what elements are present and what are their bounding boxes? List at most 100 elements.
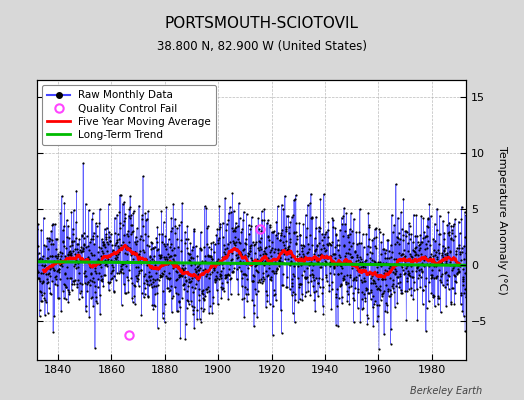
Point	[44, 278, 52, 285]
Point	[149, 279, 157, 285]
Point	[236, 258, 244, 265]
Point	[115, 248, 123, 255]
Point	[246, 243, 254, 250]
Point	[422, 328, 430, 334]
Point	[59, 287, 67, 294]
Point	[224, 216, 233, 223]
Point	[437, 279, 445, 286]
Point	[400, 253, 409, 260]
Point	[456, 251, 464, 257]
Point	[399, 232, 407, 238]
Point	[439, 256, 447, 263]
Point	[431, 303, 439, 310]
Point	[359, 305, 367, 312]
Point	[423, 222, 431, 229]
Point	[323, 226, 332, 233]
Point	[241, 270, 249, 277]
Point	[323, 278, 331, 284]
Point	[184, 282, 192, 289]
Point	[339, 232, 347, 239]
Point	[399, 237, 407, 243]
Point	[172, 263, 181, 269]
Point	[338, 300, 346, 307]
Point	[213, 269, 221, 275]
Point	[269, 268, 278, 274]
Point	[199, 291, 207, 297]
Point	[189, 289, 197, 295]
Point	[134, 264, 142, 270]
Point	[263, 220, 271, 226]
Point	[68, 281, 77, 287]
Point	[395, 284, 403, 291]
Point	[75, 270, 83, 276]
Point	[36, 313, 44, 320]
Point	[132, 264, 140, 270]
Point	[317, 264, 325, 270]
Point	[253, 279, 261, 286]
Point	[346, 231, 354, 238]
Point	[457, 257, 465, 264]
Point	[196, 229, 205, 235]
Point	[58, 263, 66, 269]
Point	[459, 274, 467, 280]
Point	[294, 258, 303, 264]
Point	[209, 260, 217, 266]
Point	[396, 271, 405, 277]
Point	[447, 230, 456, 236]
Point	[360, 274, 368, 281]
Point	[421, 254, 430, 260]
Point	[201, 293, 210, 299]
Point	[114, 245, 123, 251]
Point	[223, 245, 232, 251]
Point	[52, 255, 61, 262]
Point	[166, 244, 174, 250]
Point	[388, 283, 397, 290]
Point	[402, 265, 410, 271]
Point	[227, 256, 235, 263]
Point	[373, 318, 381, 325]
Point	[203, 224, 212, 231]
Point	[335, 282, 344, 289]
Point	[133, 238, 141, 244]
Point	[230, 226, 238, 233]
Point	[401, 288, 410, 294]
Point	[45, 235, 53, 241]
Point	[82, 273, 91, 280]
Point	[245, 250, 254, 257]
Point	[442, 268, 451, 275]
Point	[101, 226, 109, 232]
Point	[302, 274, 310, 281]
Point	[402, 278, 411, 284]
Point	[80, 235, 88, 242]
Point	[210, 265, 219, 272]
Point	[66, 250, 74, 257]
Point	[452, 279, 460, 286]
Point	[46, 272, 54, 279]
Point	[367, 257, 376, 263]
Point	[252, 239, 260, 245]
Point	[115, 220, 124, 226]
Point	[365, 224, 374, 230]
Point	[290, 263, 299, 270]
Point	[419, 286, 427, 293]
Point	[347, 210, 355, 217]
Point	[136, 232, 145, 239]
Point	[281, 256, 289, 262]
Point	[297, 262, 305, 268]
Point	[270, 249, 279, 255]
Point	[302, 289, 310, 295]
Point	[122, 245, 130, 252]
Point	[66, 243, 74, 249]
Point	[405, 230, 413, 237]
Point	[133, 225, 141, 232]
Point	[289, 228, 298, 235]
Point	[409, 212, 418, 218]
Point	[214, 260, 223, 267]
Point	[387, 254, 395, 260]
Point	[440, 248, 448, 254]
Point	[164, 275, 172, 281]
Point	[386, 263, 394, 270]
Point	[59, 227, 67, 233]
Point	[192, 268, 200, 275]
Point	[363, 251, 371, 258]
